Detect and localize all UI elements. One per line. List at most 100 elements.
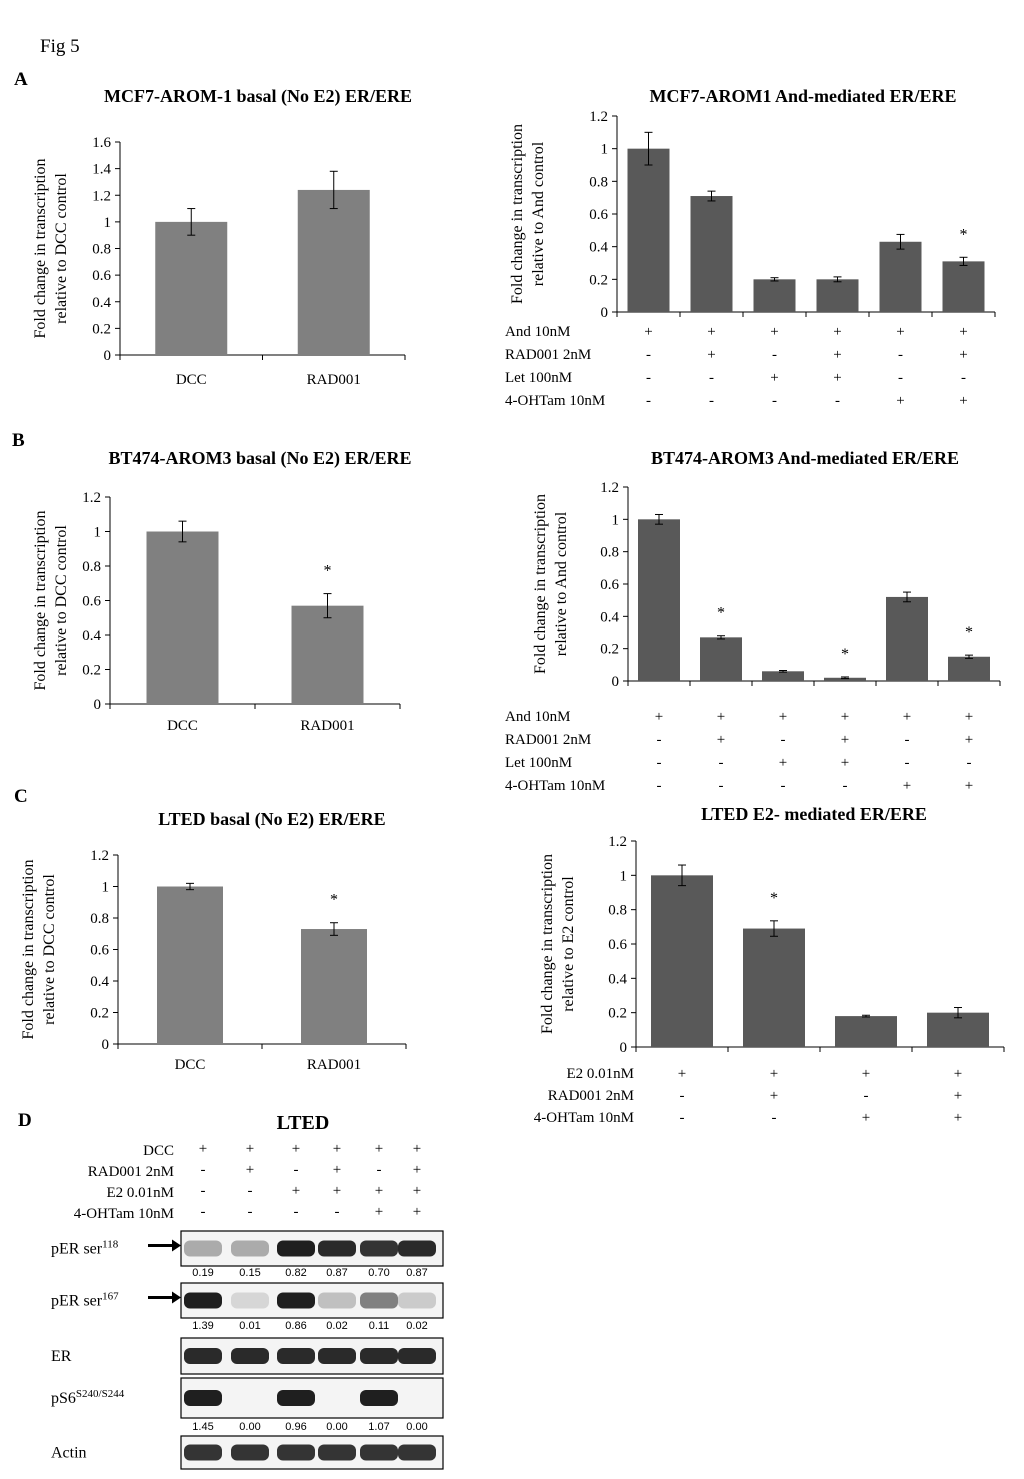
condition-mark: + xyxy=(246,1141,254,1157)
condition-label: Let 100nM xyxy=(505,370,572,386)
bar xyxy=(824,677,866,681)
condition-mark: + xyxy=(413,1204,421,1220)
blot-band xyxy=(277,1348,315,1364)
blot-band xyxy=(318,1348,356,1364)
bar xyxy=(816,279,859,312)
bar xyxy=(700,637,742,681)
densitometry-value: 0.96 xyxy=(285,1421,306,1433)
condition-mark: + xyxy=(413,1183,421,1199)
condition-mark: - xyxy=(657,755,662,771)
y-tick-label: 0 xyxy=(601,305,609,321)
significance-marker: * xyxy=(717,605,725,622)
condition-mark: - xyxy=(967,755,972,771)
y-tick-label: 1 xyxy=(601,142,609,158)
bar xyxy=(297,189,370,355)
condition-mark: + xyxy=(833,324,841,340)
y-tick-label: 0.6 xyxy=(90,943,109,959)
y-tick-label: 0.2 xyxy=(608,1006,627,1022)
y-tick-label: 1 xyxy=(612,512,620,528)
blot-band xyxy=(318,1292,356,1309)
condition-mark: - xyxy=(864,1088,869,1104)
condition-mark: - xyxy=(657,732,662,748)
bar xyxy=(146,531,219,704)
condition-mark: + xyxy=(841,755,849,771)
densitometry-value: 1.07 xyxy=(368,1421,389,1433)
bar xyxy=(291,605,364,704)
condition-mark: + xyxy=(770,370,778,386)
significance-marker: * xyxy=(960,226,968,243)
condition-mark: - xyxy=(772,347,777,363)
condition-mark: + xyxy=(841,709,849,725)
condition-mark: + xyxy=(644,324,652,340)
densitometry-value: 0.86 xyxy=(285,1320,306,1332)
densitometry-value: 0.02 xyxy=(326,1320,347,1332)
blot-band xyxy=(277,1292,315,1309)
significance-marker: * xyxy=(324,563,332,580)
condition-mark: - xyxy=(201,1162,206,1178)
blot-band xyxy=(398,1240,436,1257)
condition-mark: + xyxy=(678,1066,686,1082)
condition-label: DCC xyxy=(143,1143,174,1159)
blot-band xyxy=(360,1348,398,1364)
y-tick-label: 1.6 xyxy=(92,135,111,151)
blot-band xyxy=(398,1348,436,1364)
condition-mark: + xyxy=(954,1110,962,1126)
condition-mark: + xyxy=(246,1162,254,1178)
condition-mark: + xyxy=(333,1141,341,1157)
condition-mark: + xyxy=(965,778,973,794)
condition-mark: + xyxy=(779,755,787,771)
condition-mark: - xyxy=(905,732,910,748)
blot-label: ER xyxy=(51,1348,72,1365)
condition-mark: + xyxy=(903,709,911,725)
y-tick-label: 0.2 xyxy=(82,663,101,679)
panel-letter-b: B xyxy=(12,430,25,451)
condition-mark: + xyxy=(375,1204,383,1220)
arrow-icon xyxy=(172,1239,181,1252)
blot-band xyxy=(360,1444,398,1461)
blot-band xyxy=(398,1292,436,1309)
condition-mark: + xyxy=(707,347,715,363)
y-tick-label: 0.2 xyxy=(589,272,608,288)
condition-mark: - xyxy=(248,1183,253,1199)
condition-label: 4-OHTam 10nM xyxy=(534,1110,634,1126)
y-axis-label: Fold change in transcription xyxy=(32,511,49,691)
chart-title: MCF7-AROM-1 basal (No E2) ER/ERE xyxy=(104,86,412,107)
y-tick-label: 1.2 xyxy=(90,848,109,864)
blot-band xyxy=(277,1444,315,1461)
densitometry-value: 0.19 xyxy=(192,1267,213,1279)
densitometry-value: 0.82 xyxy=(285,1267,306,1279)
panel-letter-c: C xyxy=(14,786,28,807)
y-tick-label: 1.2 xyxy=(608,834,627,850)
condition-label: RAD001 2nM xyxy=(548,1088,634,1104)
condition-mark: - xyxy=(772,1110,777,1126)
western-title: LTED xyxy=(277,1112,330,1134)
x-tick-label: RAD001 xyxy=(300,718,354,734)
x-tick-label: RAD001 xyxy=(307,372,361,388)
blot-label: pER ser167 xyxy=(51,1291,119,1310)
blot-band xyxy=(318,1240,356,1257)
y-tick-label: 0.4 xyxy=(608,971,627,987)
y-axis-label: relative to And control xyxy=(553,511,570,656)
y-axis-label: relative to DCC control xyxy=(41,874,58,1025)
condition-mark: + xyxy=(965,709,973,725)
y-tick-label: 0 xyxy=(612,674,620,690)
densitometry-value: 0.70 xyxy=(368,1267,389,1279)
y-tick-label: 0.8 xyxy=(600,545,619,561)
y-tick-label: 0.6 xyxy=(600,577,619,593)
condition-mark: + xyxy=(896,324,904,340)
blot-band xyxy=(360,1292,398,1309)
bar xyxy=(948,656,990,681)
condition-mark: - xyxy=(835,393,840,409)
condition-mark: - xyxy=(781,732,786,748)
y-tick-label: 1.4 xyxy=(92,162,111,178)
y-tick-label: 0.4 xyxy=(82,628,101,644)
blot-band xyxy=(231,1292,269,1309)
y-tick-label: 0.8 xyxy=(82,559,101,575)
blot-band xyxy=(184,1390,222,1406)
y-axis-label: Fold change in transcription xyxy=(539,854,556,1034)
bar xyxy=(886,596,928,681)
